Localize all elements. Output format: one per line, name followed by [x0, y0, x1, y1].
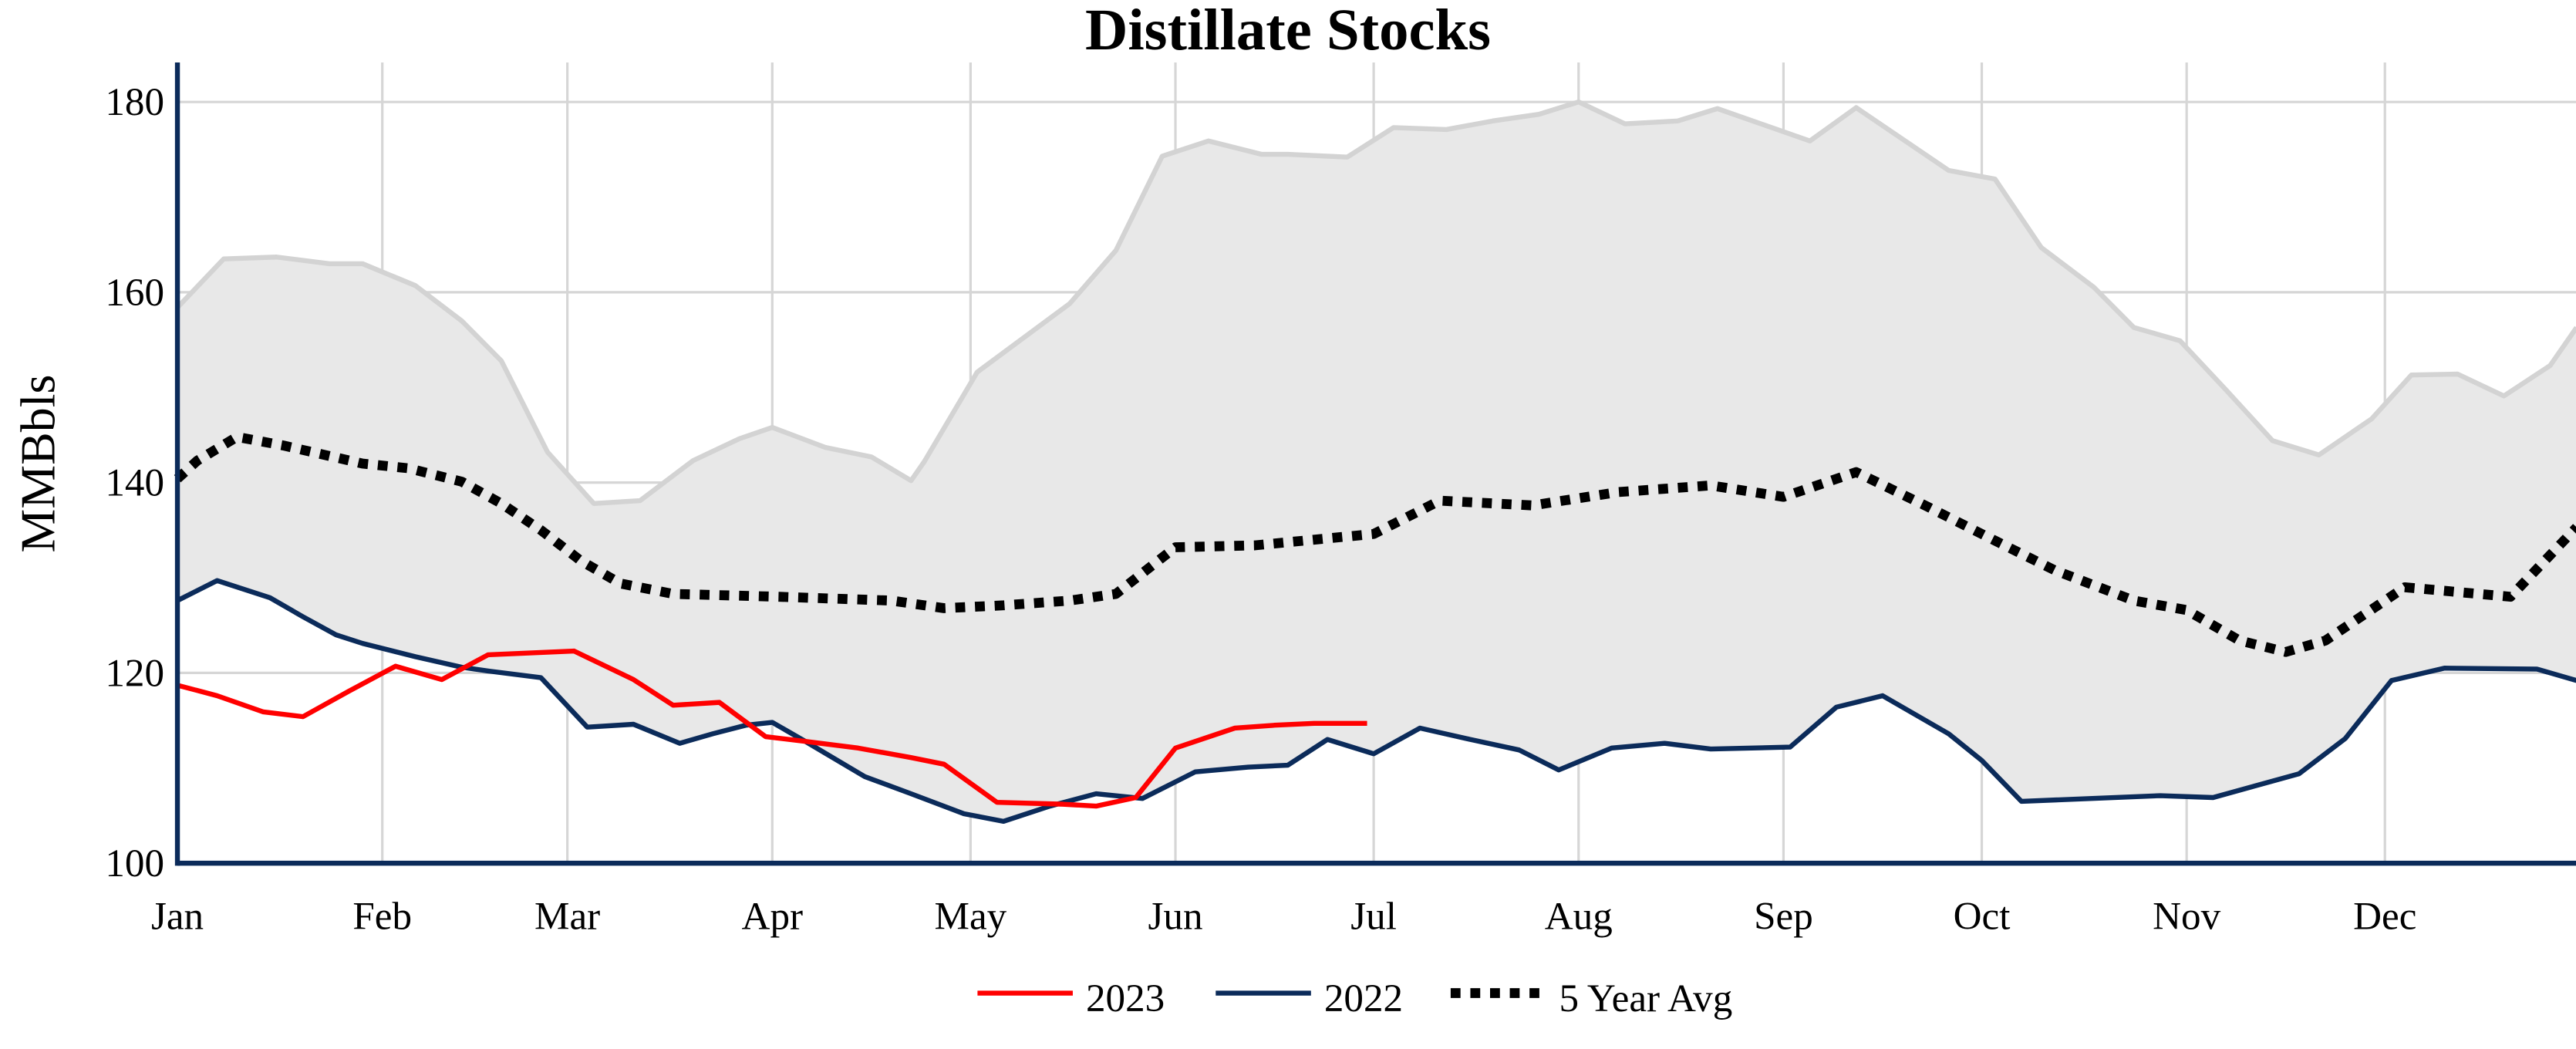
- legend-label: 2022: [1324, 976, 1403, 1020]
- y-tick-label: 180: [105, 80, 164, 124]
- y-tick-label: 120: [105, 651, 164, 695]
- x-tick-label: Jan: [151, 894, 204, 938]
- x-tick-label: Nov: [2153, 894, 2220, 938]
- tick-labels: 100 120 140 160 180 Jan Feb Mar Apr May Jun Jul Aug S…: [105, 80, 2416, 938]
- five-year-range-band: [175, 99, 2576, 821]
- x-tick-label: Jul: [1350, 894, 1397, 938]
- legend: 2023 2022 5 Year Avg: [977, 976, 1732, 1020]
- y-tick-label: 140: [105, 461, 164, 505]
- x-tick-label: Mar: [534, 894, 600, 938]
- x-tick-label: Feb: [352, 894, 412, 938]
- chart-title: Distillate Stocks: [1085, 0, 1491, 62]
- y-tick-label: 100: [105, 842, 164, 885]
- legend-label: 2023: [1086, 976, 1165, 1020]
- series-5-year-avg-line: [174, 432, 2576, 657]
- x-tick-label: Sep: [1754, 894, 1813, 938]
- x-tick-label: Oct: [1954, 894, 2011, 938]
- y-axis-label: MMBbls: [10, 375, 65, 553]
- x-tick-label: Aug: [1545, 894, 1613, 938]
- axes: [174, 62, 2576, 866]
- x-tick-label: Jun: [1148, 894, 1203, 938]
- band-area: [177, 102, 2576, 821]
- series-2023-line: [177, 648, 1367, 809]
- series-lines: [174, 432, 2576, 825]
- legend-label: 5 Year Avg: [1559, 976, 1732, 1020]
- x-tick-label: May: [935, 894, 1007, 938]
- x-tick-label: Dec: [2353, 894, 2416, 938]
- series-2022-line: [176, 578, 2576, 825]
- y-tick-label: 160: [105, 271, 164, 315]
- x-tick-label: Apr: [742, 894, 803, 938]
- band-upper-line: [175, 99, 2576, 506]
